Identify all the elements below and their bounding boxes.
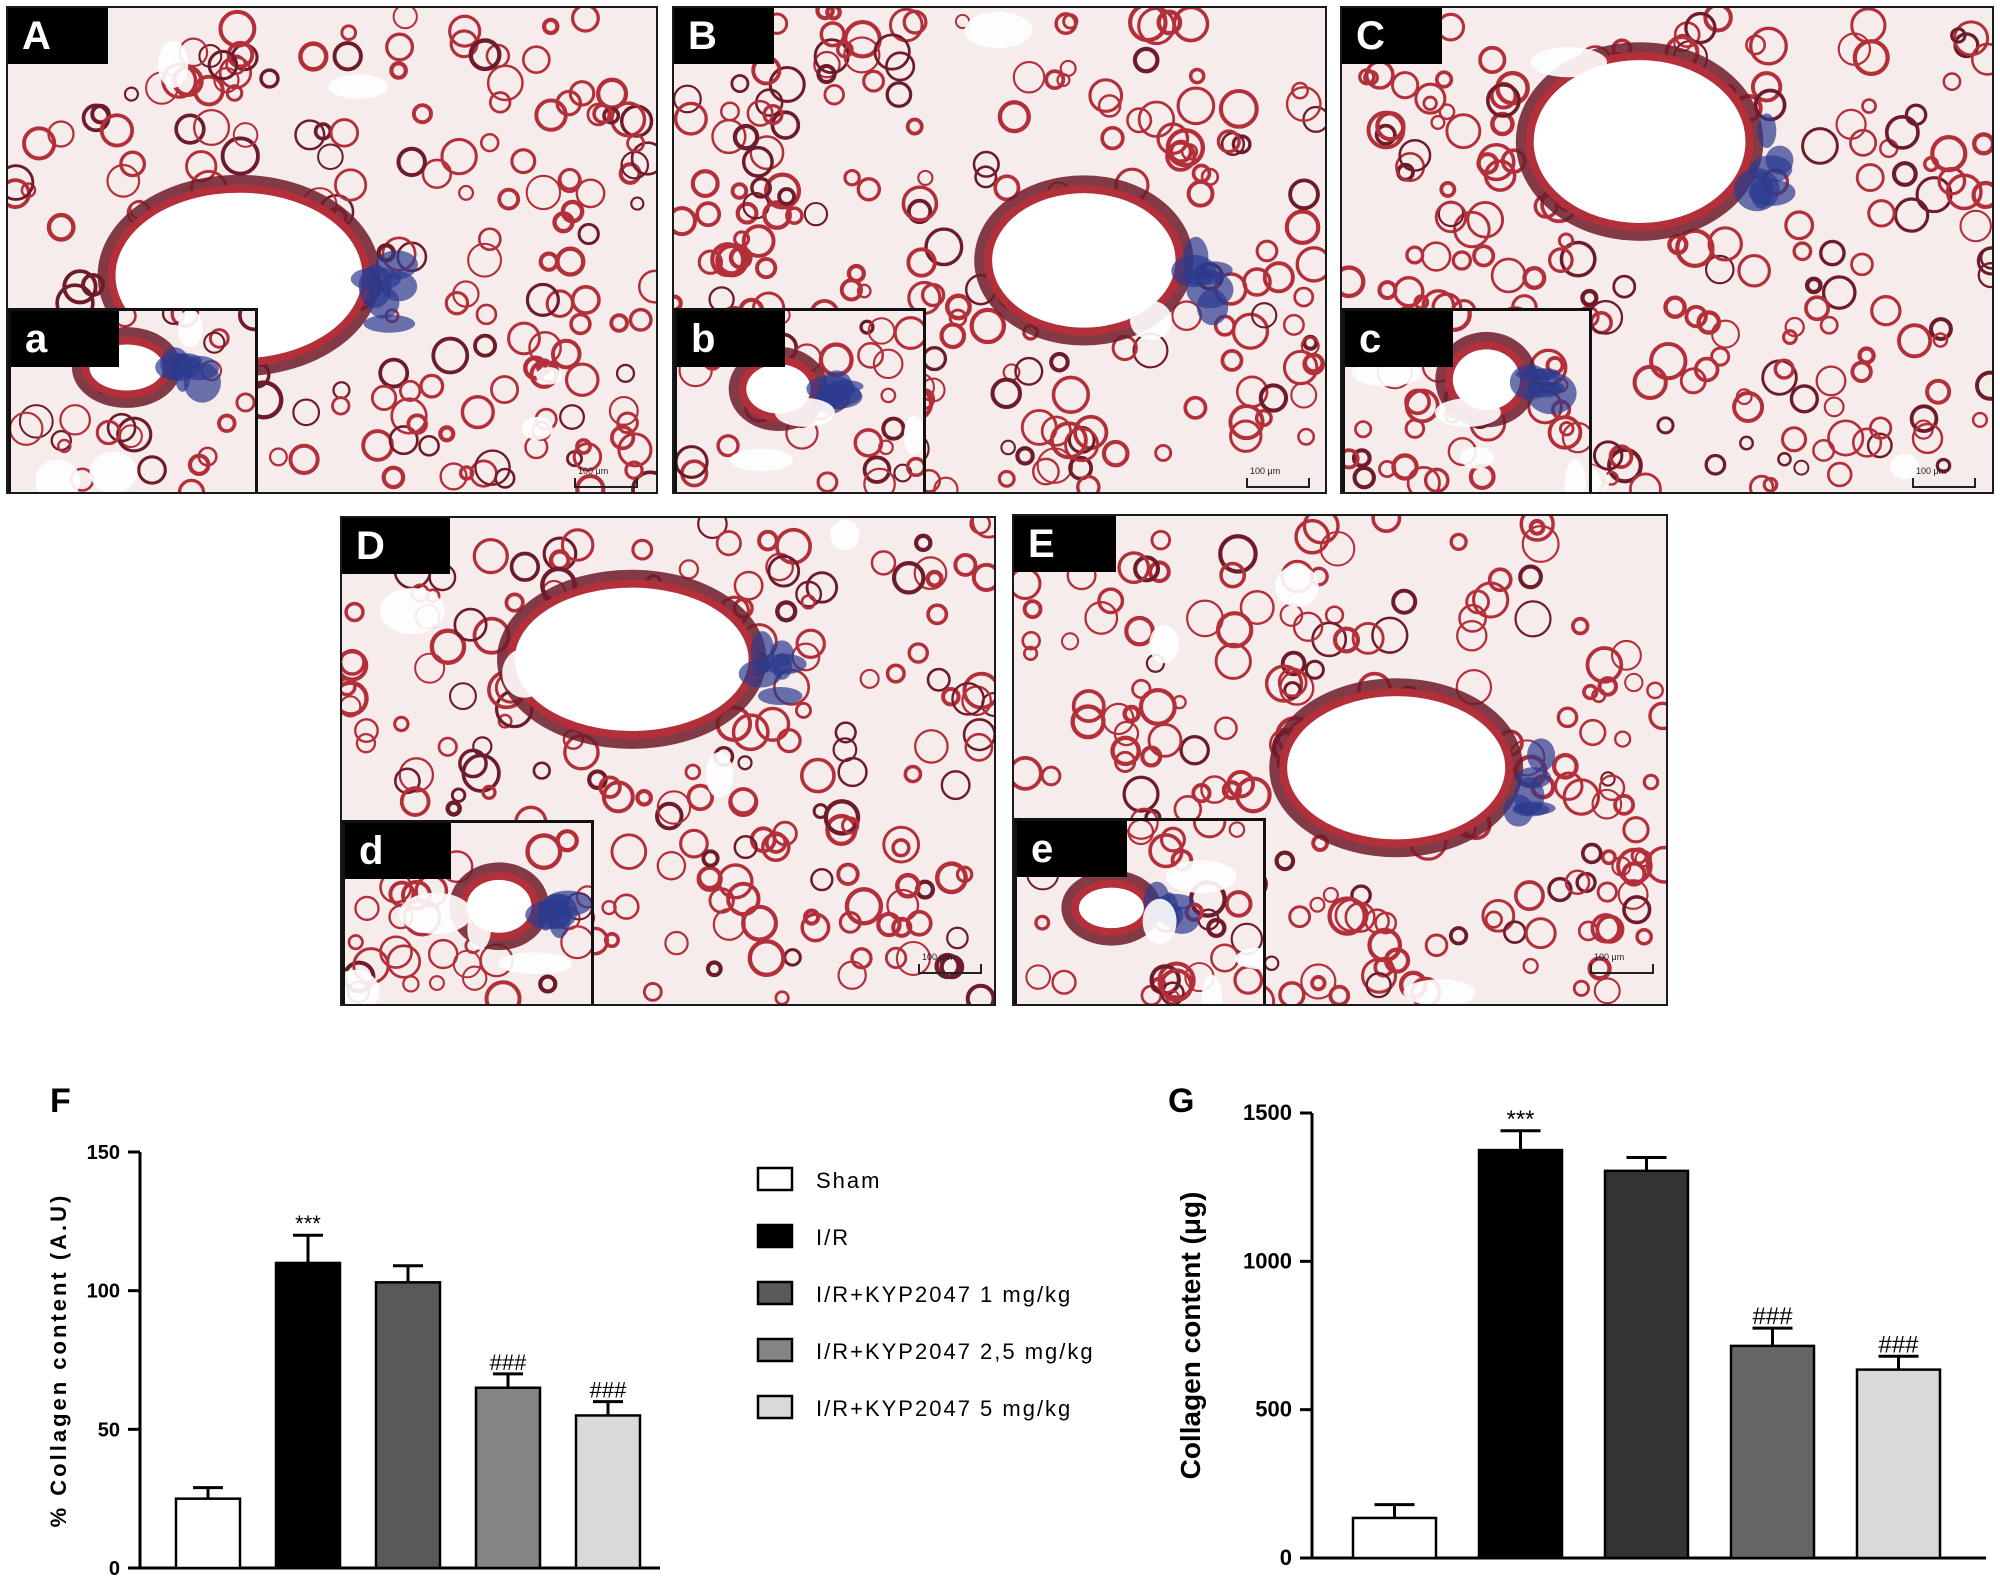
legend-label: I/R+KYP2047 5 mg/kg	[816, 1396, 1072, 1421]
scale-bar-label: 100 μm	[1916, 466, 1947, 476]
y-tick-label: 100	[87, 1281, 120, 1303]
airway	[974, 175, 1194, 346]
panel-label: G	[1168, 1082, 1194, 1120]
micrograph-panel-a: A 100 μm a	[6, 6, 658, 494]
y-tick-label: 0	[1280, 1545, 1292, 1570]
scale-bar	[1246, 478, 1310, 488]
y-tick-label: 1500	[1243, 1100, 1292, 1125]
micrograph-image	[342, 518, 994, 1004]
micrograph-panel-e: E 100 μm e	[1012, 514, 1668, 1006]
bar	[374, 1281, 442, 1570]
bar	[1603, 1169, 1690, 1560]
micrograph-panel-b: B 100 μm b	[672, 6, 1327, 494]
alveolar-network	[674, 8, 1325, 492]
inset-panel-d: d	[342, 820, 594, 1004]
chart-f: F 0 50 100 150 % Collagen content (A.U) *** ###…	[46, 1082, 660, 1580]
y-axis-label: Collagen content (μg)	[1175, 1192, 1206, 1480]
significance-label: ###	[490, 1350, 527, 1375]
y-axis-label: % Collagen content (A.U)	[46, 1193, 71, 1528]
legend-label: Sham	[816, 1168, 881, 1193]
bar	[174, 1497, 242, 1570]
collagen-deposit	[1171, 236, 1234, 326]
legend-item: I/R+KYP2047 2,5 mg/kg	[756, 1337, 1095, 1364]
scale-bar-label: 100 μm	[1250, 466, 1281, 476]
inset-image	[677, 311, 923, 492]
micrograph-panel-c: C 100 μm c	[1340, 6, 1994, 494]
scale-bar	[1912, 478, 1976, 488]
legend-item: I/R	[756, 1223, 850, 1250]
collagen-deposit	[155, 347, 221, 403]
legend-swatch	[756, 1223, 794, 1249]
scale-bar-label: 100 μm	[922, 952, 953, 962]
y-tick-label: 0	[109, 1558, 120, 1580]
airway	[1061, 870, 1162, 946]
y-tick-label: 500	[1255, 1397, 1292, 1422]
collagen-deposit	[806, 370, 864, 414]
inset-label: a	[11, 311, 119, 367]
legend: Sham I/R I/R+KYP2047 1 mg/kg I/R+KYP2047 2,…	[756, 1166, 1095, 1421]
legend-item: Sham	[756, 1166, 881, 1193]
significance-label: ###	[1878, 1331, 1919, 1358]
scale-bar	[918, 964, 982, 974]
legend-swatch	[756, 1166, 794, 1192]
airway	[497, 569, 767, 749]
significance-label: ###	[590, 1378, 627, 1403]
scale-bar-label: 100 μm	[578, 466, 609, 476]
legend-swatch	[756, 1280, 794, 1306]
inset-panel-e: e	[1014, 818, 1266, 1004]
y-tick-label: 1000	[1243, 1248, 1292, 1273]
scale-bar	[1590, 964, 1654, 974]
bar	[1855, 1368, 1942, 1560]
airway	[1269, 678, 1524, 858]
legend-swatch	[756, 1337, 794, 1363]
inset-label: d	[345, 823, 451, 879]
legend-item: I/R+KYP2047 1 mg/kg	[756, 1280, 1072, 1307]
inset-label: b	[677, 311, 785, 367]
bar	[1351, 1516, 1438, 1560]
significance-label: ***	[295, 1211, 321, 1236]
collagen-deposit	[1734, 113, 1796, 212]
legend-swatch	[756, 1394, 794, 1420]
airway	[1515, 42, 1764, 241]
collagen-deposit	[1503, 738, 1556, 827]
bar	[1477, 1148, 1564, 1560]
chart-g: G 0 500 1000 1500 Collagen content (μg) *** ###…	[1168, 1082, 1986, 1570]
panel-label: C	[1342, 8, 1442, 64]
significance-label: ***	[1506, 1106, 1534, 1133]
significance-label: ###	[1752, 1303, 1793, 1330]
bar	[1729, 1344, 1816, 1560]
panel-label: F	[50, 1082, 71, 1120]
inset-panel-a: a	[8, 308, 258, 492]
legend-item: I/R+KYP2047 5 mg/kg	[756, 1394, 1072, 1421]
inset-label: c	[1345, 311, 1453, 367]
bar	[274, 1261, 342, 1570]
micrograph-panel-d: D 100 μm d	[340, 516, 996, 1006]
inset-image	[345, 823, 591, 1004]
scale-bar	[574, 478, 638, 488]
inset-label: e	[1017, 821, 1127, 877]
panel-label: B	[674, 8, 774, 64]
collagen-deposit	[350, 250, 418, 333]
legend-label: I/R+KYP2047 2,5 mg/kg	[816, 1339, 1095, 1364]
legend-label: I/R+KYP2047 1 mg/kg	[816, 1282, 1072, 1307]
y-tick-label: 150	[87, 1142, 120, 1164]
scale-bar-label: 100 μm	[1594, 952, 1625, 962]
panel-label: E	[1014, 516, 1116, 572]
collagen-deposit	[738, 631, 807, 706]
inset-panel-c: c	[1342, 308, 1592, 492]
collagen-deposit	[525, 890, 591, 939]
panel-label: A	[8, 8, 108, 64]
collagen-deposit	[1509, 364, 1577, 415]
panel-label: D	[342, 518, 450, 574]
legend-label: I/R	[816, 1225, 850, 1250]
bar	[574, 1414, 642, 1570]
inset-panel-b: b	[674, 308, 926, 492]
bar	[474, 1386, 542, 1570]
y-tick-label: 50	[98, 1419, 120, 1441]
